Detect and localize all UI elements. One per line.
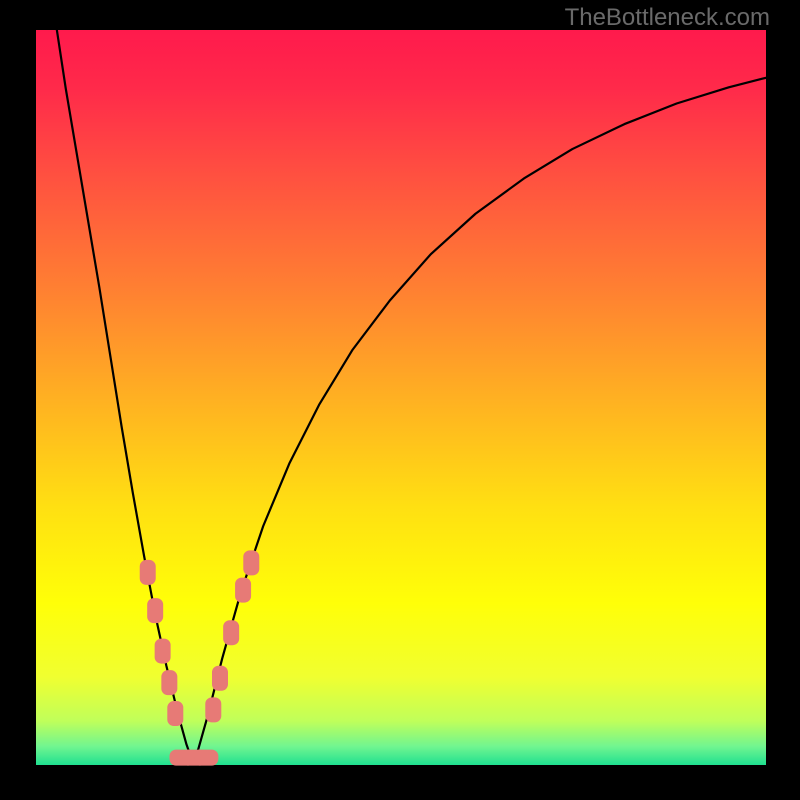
chart-svg (0, 0, 800, 800)
curve-marker (224, 621, 239, 645)
curve-marker (236, 578, 251, 602)
curve-marker (194, 750, 218, 765)
curve-marker (212, 666, 227, 690)
curve-marker (155, 639, 170, 663)
curve-marker (168, 702, 183, 726)
curve-marker (206, 698, 221, 722)
curve-marker (244, 551, 259, 575)
curve-marker (148, 599, 163, 623)
curve-marker (162, 671, 177, 695)
watermark-text: TheBottleneck.com (565, 4, 770, 32)
curve-marker (140, 560, 155, 584)
chart-root: TheBottleneck.com (0, 0, 800, 800)
